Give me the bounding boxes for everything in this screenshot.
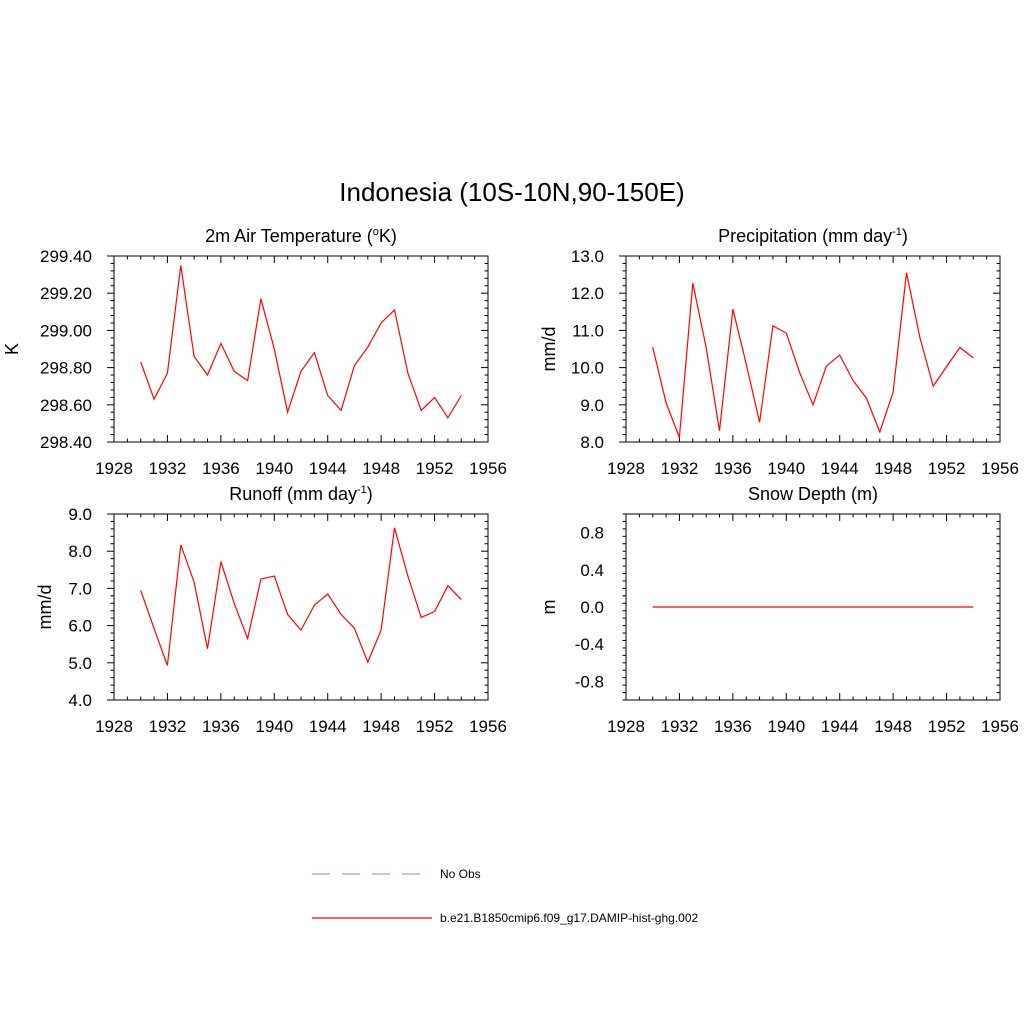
y-axis-label: K: [2, 343, 22, 355]
x-tick-label: 1936: [714, 459, 752, 478]
x-tick-label: 1928: [607, 717, 645, 736]
y-axis-label: m: [539, 600, 559, 615]
x-tick-label: 1928: [95, 717, 133, 736]
y-tick-label: 299.40: [40, 247, 92, 266]
y-tick-label: 10.0: [571, 359, 604, 378]
x-tick-label: 1952: [928, 459, 966, 478]
panels: 1928 1932 1936 1940 1944 1948 1952 1956 298.40 29…: [2, 226, 1019, 736]
x-tick-label: 1940: [767, 459, 805, 478]
y-tick-label: 5.0: [68, 654, 92, 673]
x-tick-label: 1956: [981, 459, 1019, 478]
y-tick-label: 12.0: [571, 284, 604, 303]
y-tick-label: 299.00: [40, 321, 92, 340]
y-tick-label: 0.4: [580, 561, 604, 580]
x-tick-label: 1956: [469, 459, 507, 478]
x-tick-label: 1932: [661, 717, 699, 736]
y-tick-label: 9.0: [580, 396, 604, 415]
x-tick-label: 1944: [821, 459, 859, 478]
figure-title: Indonesia (10S-10N,90-150E): [339, 177, 684, 207]
y-tick-label: -0.4: [575, 635, 604, 654]
series-line: [140, 527, 462, 666]
y-tick-label: 0.8: [580, 524, 604, 543]
x-tick-label: 1948: [874, 459, 912, 478]
y-tick-label: 298.60: [40, 396, 92, 415]
y-tick-label: 8.0: [68, 542, 92, 561]
x-tick-label: 1952: [928, 717, 966, 736]
plot-frame: [113, 513, 489, 701]
panel-title: Snow Depth (m): [748, 484, 878, 504]
panel-title: Precipitation (mm day-1): [718, 226, 908, 246]
plot-frame: [625, 255, 1001, 443]
y-tick-label: 299.20: [40, 284, 92, 303]
y-tick-label: 8.0: [580, 433, 604, 452]
x-tick-label: 1944: [309, 717, 347, 736]
chart-panel-1: 1928 1932 1936 1940 1944 1948 1952 1956 298.40 29…: [2, 226, 507, 478]
legend-label: No Obs: [440, 867, 481, 881]
series-line: [652, 272, 974, 438]
x-tick-label: 1948: [362, 717, 400, 736]
legend-label: b.e21.B1850cmip6.f09_g17.DAMIP-hist-ghg.…: [440, 911, 698, 925]
x-tick-label: 1952: [416, 459, 454, 478]
x-tick-label: 1932: [149, 459, 187, 478]
y-tick-label: 298.40: [40, 433, 92, 452]
x-tick-label: 1932: [149, 717, 187, 736]
x-tick-label: 1956: [981, 717, 1019, 736]
x-tick-label: 1936: [714, 717, 752, 736]
x-tick-label: 1956: [469, 717, 507, 736]
y-tick-label: -0.8: [575, 672, 604, 691]
chart-panel-3: 1928 1932 1936 1940 1944 1948 1952 1956 4.0 5.0 6.…: [35, 484, 507, 736]
y-tick-label: 6.0: [68, 617, 92, 636]
x-tick-label: 1948: [874, 717, 912, 736]
x-tick-label: 1952: [416, 717, 454, 736]
x-tick-label: 1928: [607, 459, 645, 478]
y-tick-label: 0.0: [580, 598, 604, 617]
x-tick-label: 1940: [255, 459, 293, 478]
panel-title: Runoff (mm day-1): [229, 484, 373, 504]
x-tick-label: 1932: [661, 459, 699, 478]
chart-panel-2: 1928 1932 1936 1940 1944 1948 1952 1956 8.0 9.0 10…: [539, 226, 1019, 478]
x-tick-label: 1928: [95, 459, 133, 478]
y-tick-label: 4.0: [68, 691, 92, 710]
y-axis-label: mm/d: [35, 585, 55, 630]
legend: No Obs b.e21.B1850cmip6.f09_g17.DAMIP-his…: [312, 867, 698, 925]
y-axis-label: mm/d: [539, 327, 559, 372]
panel-title: 2m Air Temperature (oK): [205, 226, 397, 246]
x-tick-label: 1948: [362, 459, 400, 478]
y-tick-label: 298.80: [40, 359, 92, 378]
x-tick-label: 1944: [309, 459, 347, 478]
chart-panel-4: 1928 1932 1936 1940 1944 1948 1952 1956 -0.8 -0.4…: [539, 484, 1019, 736]
y-tick-label: 13.0: [571, 247, 604, 266]
y-tick-label: 11.0: [572, 321, 604, 340]
x-tick-label: 1940: [767, 717, 805, 736]
x-tick-label: 1936: [202, 459, 240, 478]
series-line: [140, 265, 462, 419]
x-tick-label: 1944: [821, 717, 859, 736]
y-tick-label: 7.0: [68, 579, 92, 598]
x-tick-label: 1940: [255, 717, 293, 736]
x-tick-label: 1936: [202, 717, 240, 736]
y-tick-label: 9.0: [68, 505, 92, 524]
